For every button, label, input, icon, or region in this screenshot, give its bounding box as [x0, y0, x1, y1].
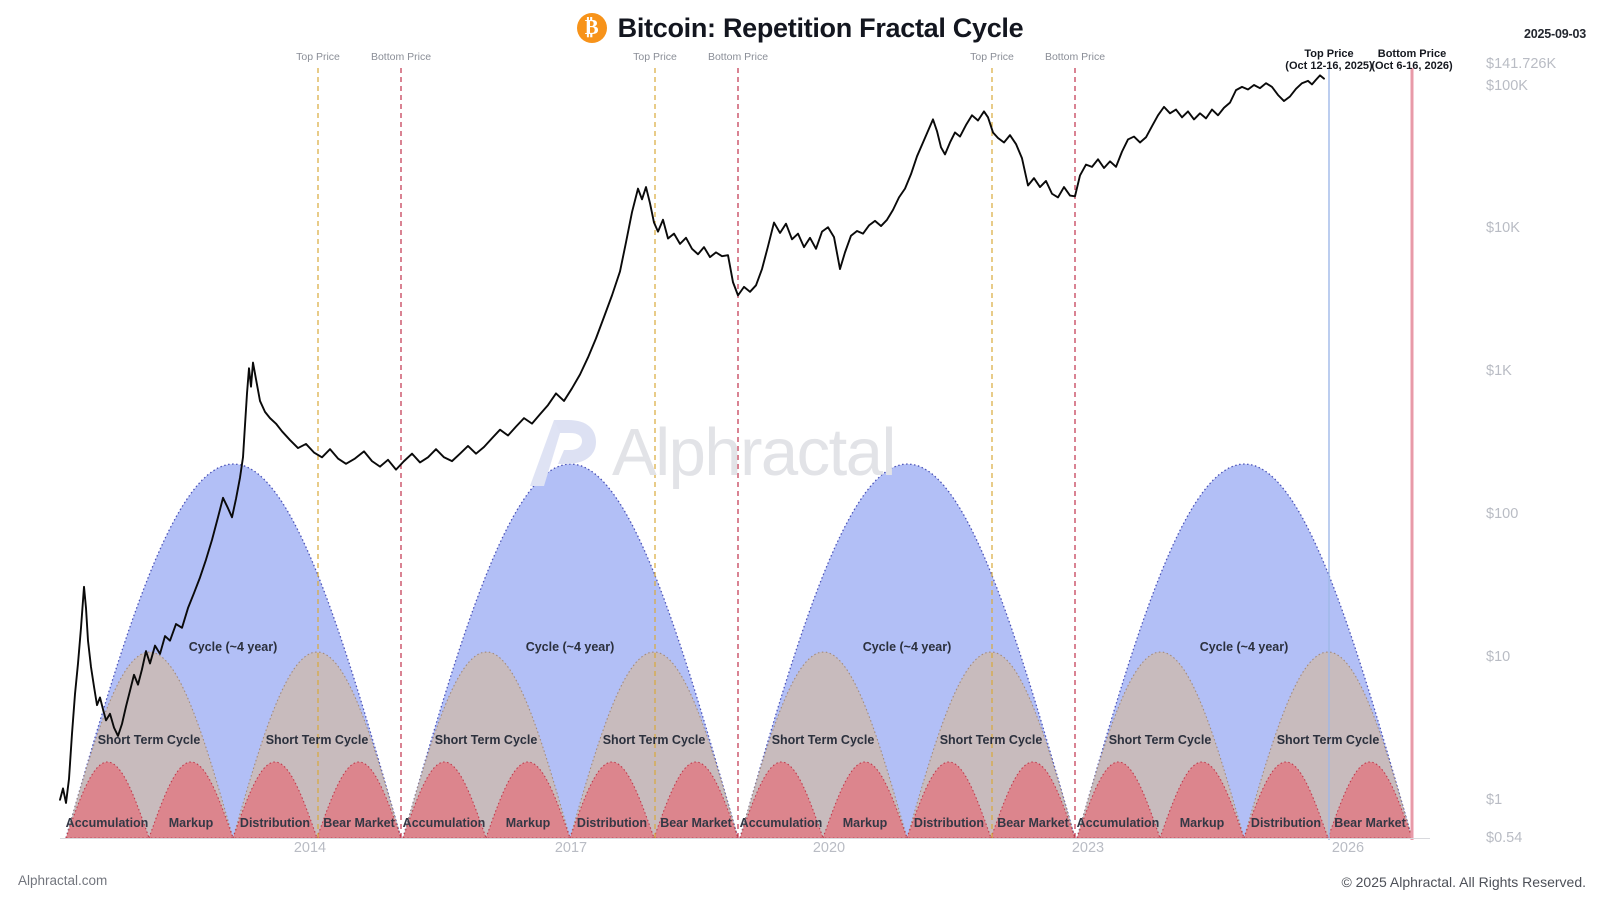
phase-arc [569, 761, 655, 839]
phase-arc [316, 761, 402, 839]
phase-label: Distribution [914, 816, 984, 830]
short-term-cycle-label: Short Term Cycle [435, 733, 538, 747]
phase-arc [402, 761, 487, 839]
phase-arc [1243, 761, 1329, 839]
phase-arc-group [65, 761, 1413, 839]
phase-arc [653, 761, 739, 839]
phase-label: Bear Market [660, 816, 732, 830]
bitcoin-icon: ₿ [576, 13, 607, 43]
cycle-arc-label: Cycle (~4 year) [189, 640, 278, 654]
chart-header: ₿ Bitcoin: Repetition Fractal Cycle [0, 0, 1600, 56]
as-of-date: 2025-09-03 [1524, 27, 1586, 41]
phase-arc [906, 761, 992, 839]
phase-label: Accumulation [66, 816, 149, 830]
footer-copyright: © 2025 Alphractal. All Rights Reserved. [1341, 874, 1586, 890]
bitcoin-price-line [59, 74, 1325, 804]
phase-arc [990, 761, 1076, 839]
short-term-cycle-label: Short Term Cycle [1277, 733, 1380, 747]
phase-label: Markup [506, 816, 551, 830]
cycle-arc-label: Cycle (~4 year) [863, 640, 952, 654]
phase-arc [65, 761, 150, 839]
phase-label: Accumulation [740, 816, 823, 830]
phase-label: Distribution [240, 816, 310, 830]
short-term-cycle-label: Short Term Cycle [772, 733, 875, 747]
phase-arc [822, 761, 908, 839]
phase-label: Bear Market [323, 816, 395, 830]
page-title: Bitcoin: Repetition Fractal Cycle [617, 12, 1024, 43]
cycle-arc-label: Cycle (~4 year) [1200, 640, 1289, 654]
short-term-cycle-label: Short Term Cycle [266, 733, 369, 747]
phase-arc [232, 761, 318, 839]
short-term-cycle-label: Short Term Cycle [940, 733, 1043, 747]
price-line-group [59, 74, 1325, 804]
phase-label: Accumulation [403, 816, 486, 830]
phase-label: Distribution [577, 816, 647, 830]
arc-label-group: Cycle (~4 year) Cycle (~4 year) Cycle (~4 … [66, 640, 1407, 830]
phase-label: Markup [843, 816, 888, 830]
phase-arc [1076, 761, 1161, 839]
cycle-arc-label: Cycle (~4 year) [526, 640, 615, 654]
short-term-cycle-label: Short Term Cycle [1109, 733, 1212, 747]
phase-label: Distribution [1251, 816, 1321, 830]
phase-arc [485, 761, 571, 839]
phase-arc [739, 761, 824, 839]
vertical-marker-line-group [317, 68, 1414, 840]
phase-label: Bear Market [1334, 816, 1406, 830]
short-term-cycle-label: Short Term Cycle [98, 733, 201, 747]
phase-label: Accumulation [1077, 816, 1160, 830]
footer-site-link[interactable]: Alphractal.com [18, 873, 108, 888]
short-term-cycle-label: Short Term Cycle [603, 733, 706, 747]
phase-arc [1159, 761, 1245, 839]
phase-arc [148, 761, 234, 839]
title-group: ₿ Bitcoin: Repetition Fractal Cycle [576, 12, 1024, 44]
phase-label: Bear Market [997, 816, 1069, 830]
phase-label: Markup [1180, 816, 1225, 830]
phase-arc [1327, 761, 1413, 839]
phase-label: Markup [169, 816, 214, 830]
